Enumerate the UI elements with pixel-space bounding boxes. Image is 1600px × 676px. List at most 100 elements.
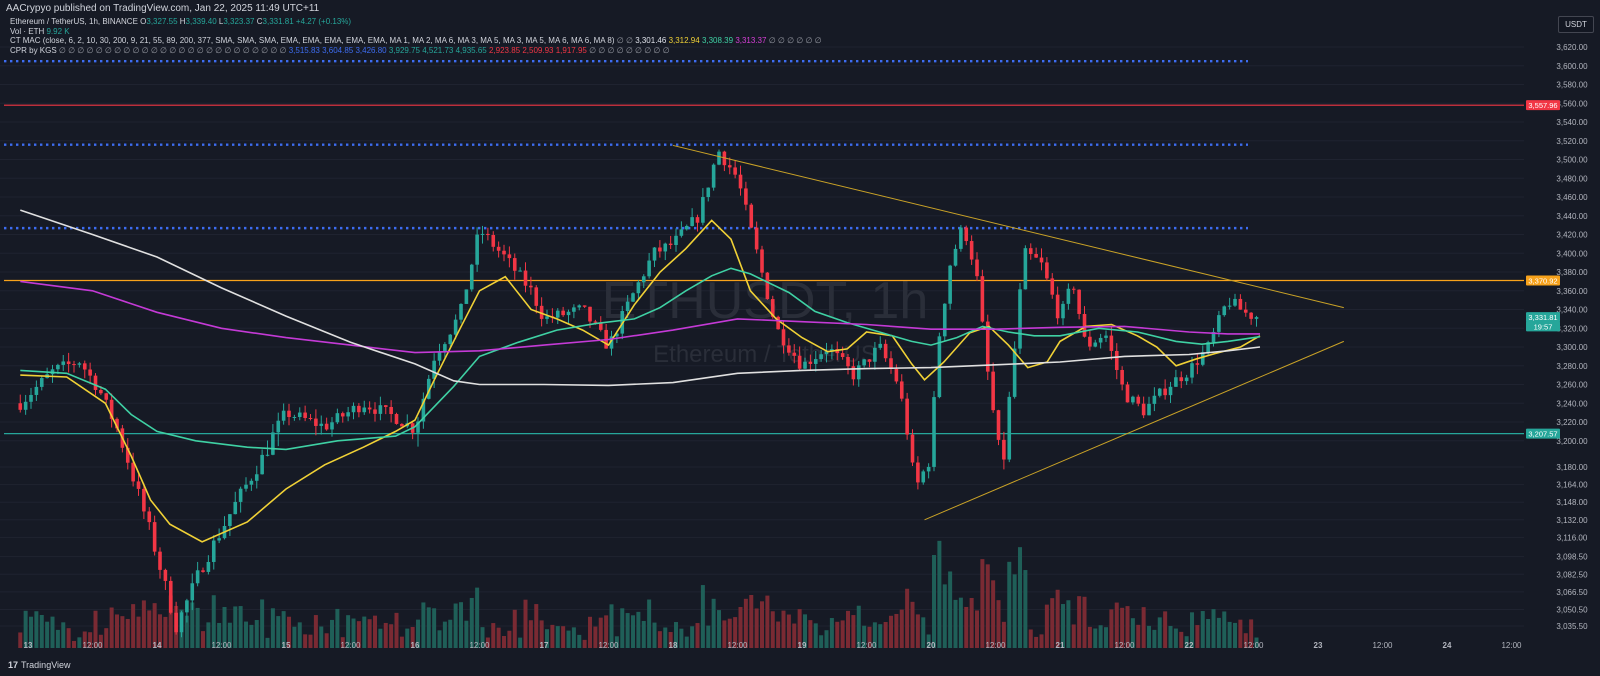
volume-bar (416, 619, 421, 648)
candle-body (894, 368, 899, 382)
volume-bar (211, 595, 216, 648)
candle-body (582, 305, 587, 307)
candle-body (72, 364, 76, 366)
volume-bar (641, 620, 646, 648)
volume-bar (276, 616, 281, 648)
candle-body (555, 310, 560, 318)
candle-body (561, 310, 565, 316)
candle-body (249, 480, 254, 485)
volume-bar (1243, 633, 1248, 648)
volume-bar (760, 601, 765, 648)
candle-body (529, 285, 533, 288)
volume-bar (18, 632, 23, 648)
legend-volume-label[interactable]: Vol · ETH (10, 26, 45, 36)
currency-button[interactable]: USDT (1558, 16, 1594, 33)
candle-body (749, 204, 754, 228)
candle-body (980, 276, 985, 322)
legend-cpr-label[interactable]: CPR by KGS (10, 45, 57, 55)
price-axis-label: 3,082.50 (1556, 570, 1588, 579)
candle-body (125, 447, 130, 463)
volume-bar (244, 621, 249, 648)
candle-body (190, 583, 195, 601)
legend-cpr-value-6: 4,935.65 (455, 45, 487, 55)
volume-bar (168, 595, 173, 648)
volume-bar (1034, 636, 1039, 648)
candle-body (889, 358, 893, 369)
candle-body (625, 301, 630, 312)
price-axis-label: 3,560.00 (1556, 99, 1588, 108)
legend-mac-row: CT MAC (close, 6, 2, 10, 30, 200, 9, 21,… (10, 36, 822, 46)
volume-bar (663, 627, 668, 648)
volume-bar (631, 615, 636, 648)
volume-bar (1136, 624, 1141, 648)
candle-body (507, 254, 512, 259)
volume-bar (1216, 617, 1221, 648)
volume-bar (50, 616, 55, 648)
price-axis: 3,620.00 3,600.00 3,580.00 3,560.00 3,540.00… (1556, 43, 1588, 631)
volume-bar (722, 620, 727, 648)
price-axis-label: 3,116.00 (1557, 533, 1588, 542)
candle-body (851, 366, 856, 380)
legend-symbol[interactable]: Ethereum / TetherUS, 1h, BINANCE (10, 17, 138, 26)
candle-body (104, 393, 109, 400)
candle-body (1163, 388, 1167, 396)
candle-body (1120, 369, 1124, 385)
volume-bar (555, 626, 560, 648)
candle-body (496, 246, 501, 251)
legend-mac-value-2: 3,312.94 (668, 36, 700, 45)
price-axis-label: 3,340.00 (1556, 306, 1588, 315)
candle-body (437, 352, 442, 361)
volume-bar (604, 615, 609, 648)
volume-bar (265, 637, 270, 648)
legend-mac-value-3: 3,308.39 (701, 36, 734, 45)
candle-body (367, 407, 372, 410)
volume-bar (297, 622, 302, 648)
candle-body (969, 241, 974, 260)
volume-bar (781, 610, 786, 648)
volume-bar (152, 603, 157, 648)
price-axis-label: 3,050.50 (1556, 605, 1588, 614)
volume-bar (1173, 628, 1178, 648)
candle-body (486, 233, 490, 236)
price-axis-label: 3,320.00 (1556, 324, 1588, 333)
volume-bar (657, 631, 662, 648)
candle-body (1007, 396, 1012, 460)
volume-bar (878, 624, 883, 648)
volume-bar (1018, 547, 1023, 648)
candle-body (926, 466, 931, 472)
legend-cpr-value-9: 1,917.95 (555, 45, 587, 55)
volume-bar (1233, 622, 1238, 648)
candle-body (66, 361, 71, 365)
legend-cpr-dots-2: ∅ ∅ ∅ ∅ ∅ ∅ ∅ ∅ ∅ (589, 45, 670, 55)
time-axis-label: 12:00 (469, 641, 490, 650)
volume-bar (948, 571, 953, 648)
volume-bar (571, 627, 576, 648)
volume-bar (190, 602, 195, 648)
candle-body (228, 514, 232, 526)
candle-body (185, 600, 189, 613)
candle-body (910, 434, 915, 463)
candle-body (706, 187, 711, 198)
volume-bar (346, 615, 351, 648)
volume-bar (910, 601, 915, 648)
volume-bar (700, 585, 705, 648)
candle-body (641, 276, 646, 283)
candle-body (727, 165, 732, 168)
volume-bar (609, 604, 614, 648)
candle-body (1066, 288, 1071, 304)
candle-body (916, 462, 920, 483)
candle-body (131, 462, 135, 482)
candle-body (1114, 350, 1119, 370)
tradingview-logo[interactable]: 17 TradingView (8, 660, 71, 670)
volume-bar (39, 614, 44, 648)
legend-mac-label[interactable]: CT MAC (close, 6, 2, 10, 30, 200, 9, 21,… (10, 36, 615, 45)
volume-bar (432, 608, 437, 648)
time-axis-label: 24 (1443, 641, 1452, 650)
candle-body (803, 361, 807, 369)
legend-volume-value: 9.92 K (46, 26, 70, 36)
time-axis-label: 12:00 (1114, 641, 1135, 650)
volume-bar (738, 607, 743, 648)
time-axis-label: 12:00 (211, 641, 232, 650)
candle-body (1157, 388, 1162, 396)
